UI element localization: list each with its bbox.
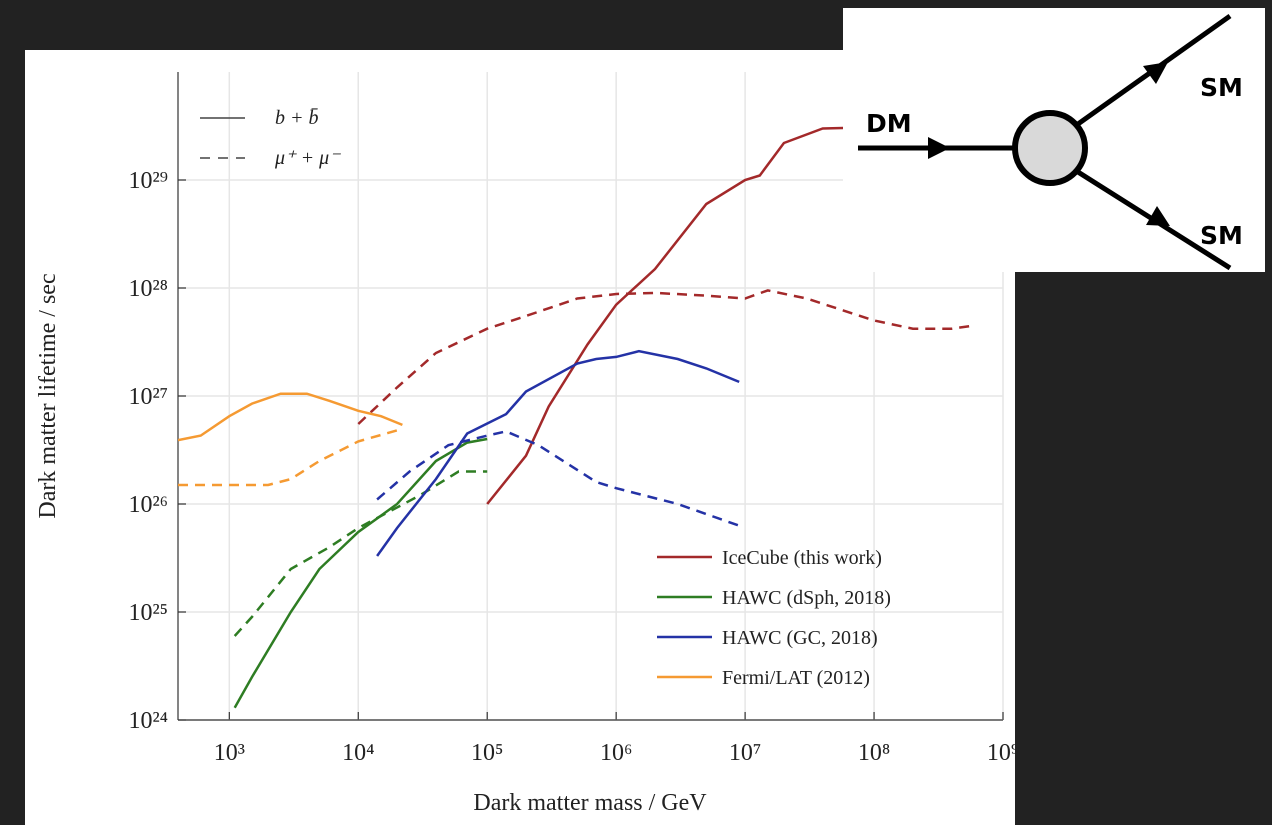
y-tick-label: 10²⁴: [128, 708, 168, 734]
legend-label: HAWC (GC, 2018): [722, 627, 878, 649]
legend-label: Fermi/LAT (2012): [722, 667, 870, 689]
x-tick-label: 10⁶: [600, 740, 632, 766]
arrow: [1143, 62, 1168, 84]
diagram-label: SM: [1200, 73, 1243, 102]
x-tick-label: 10⁸: [858, 740, 890, 766]
legend-label: HAWC (dSph, 2018): [722, 587, 891, 609]
x-tick-label: 10⁷: [729, 740, 761, 766]
y-tick-label: 10²⁷: [128, 384, 168, 410]
series-line: [486, 125, 889, 505]
series-line: [233, 470, 488, 637]
legend-label: μ⁺ + μ⁻: [274, 147, 341, 169]
vertex: [1012, 110, 1088, 186]
curves: [178, 125, 975, 709]
x-tick-label: 10⁴: [342, 740, 374, 766]
arrow: [1146, 206, 1170, 226]
x-tick-label: 10³: [214, 740, 245, 766]
x-tick-label: 10⁵: [471, 740, 503, 766]
y-tick-label: 10²⁵: [128, 600, 168, 626]
diagram-label: DM: [866, 109, 912, 138]
y-tick-label: 10²⁶: [128, 492, 168, 518]
x-axis-label: Dark matter mass / GeV: [473, 790, 707, 816]
y-axis-label: Dark matter lifetime / sec: [35, 273, 61, 518]
series-line: [178, 429, 398, 487]
legend-label: b + b̄: [275, 107, 319, 129]
diagram-label: SM: [1200, 221, 1243, 250]
arrow: [928, 137, 950, 159]
legend-label: IceCube (this work): [722, 547, 882, 569]
series-line: [357, 289, 975, 425]
plot: 10³ 10⁴ 10⁵ 10⁶ 10⁷ 10⁸ 10⁹ 10²⁴ 10²⁵ 10²⁶ 10²⁷ 10²…: [128, 72, 1019, 766]
series-line: [178, 392, 403, 442]
diagram: DM SM SM: [843, 8, 1265, 272]
series-line: [376, 349, 740, 557]
y-tick-label: 10²⁸: [128, 276, 168, 302]
y-tick-label: 10²⁹: [128, 168, 168, 194]
x-tick-label: 10⁹: [987, 740, 1019, 766]
